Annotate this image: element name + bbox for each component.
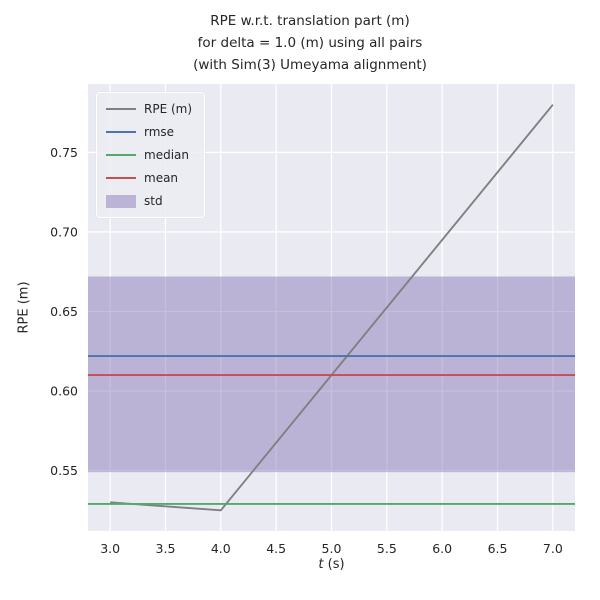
legend-swatch	[106, 194, 136, 208]
legend-label: mean	[144, 171, 179, 185]
x-tick-label: 3.5	[156, 541, 176, 556]
legend-label: RPE (m)	[144, 102, 193, 116]
legend-swatch	[106, 177, 136, 179]
legend-label: median	[144, 148, 189, 162]
x-axis-label-symbol: t	[318, 557, 324, 572]
x-tick-label: 5.0	[322, 541, 342, 556]
y-tick-label: 0.65	[50, 304, 78, 319]
legend-item-rmse: rmse	[106, 124, 192, 140]
legend-item-rpe-m-: RPE (m)	[106, 101, 192, 117]
y-tick-label: 0.55	[50, 463, 78, 478]
legend-swatch	[106, 154, 136, 156]
x-axis-label: t (s)	[88, 557, 575, 572]
legend-swatch	[106, 131, 136, 133]
legend-label: rmse	[144, 125, 175, 139]
legend-swatch	[106, 108, 136, 110]
x-tick-label: 6.0	[432, 541, 452, 556]
legend-item-mean: mean	[106, 170, 192, 186]
legend-item-median: median	[106, 147, 192, 163]
y-axis-label: RPE (m)	[16, 281, 32, 334]
chart-title: RPE w.r.t. translation part (m) for delt…	[193, 13, 427, 73]
x-tick-label: 4.5	[266, 541, 286, 556]
legend: RPE (m) rmse median mean std	[96, 92, 206, 218]
x-tick-label: 4.0	[211, 541, 231, 556]
y-tick-label: 0.75	[50, 145, 78, 160]
x-tick-label: 6.5	[488, 541, 508, 556]
x-tick-label: 3.0	[100, 541, 120, 556]
legend-label: std	[144, 194, 163, 208]
series-line-rpe-m-	[110, 104, 554, 512]
y-tick-label: 0.70	[50, 224, 78, 239]
legend-item-std: std	[106, 193, 192, 209]
x-tick-label: 7.0	[543, 541, 563, 556]
x-axis-label-unit: (s)	[323, 557, 345, 572]
y-tick-label: 0.60	[50, 384, 78, 399]
x-tick-label: 5.5	[377, 541, 397, 556]
